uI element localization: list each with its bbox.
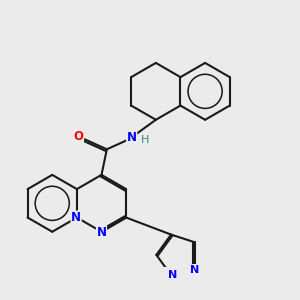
Text: N: N [168, 270, 178, 280]
Text: H: H [141, 135, 149, 145]
Text: N: N [97, 226, 106, 239]
Text: N: N [127, 131, 137, 144]
Text: O: O [74, 130, 83, 143]
Text: N: N [190, 265, 199, 275]
Text: N: N [71, 211, 81, 224]
